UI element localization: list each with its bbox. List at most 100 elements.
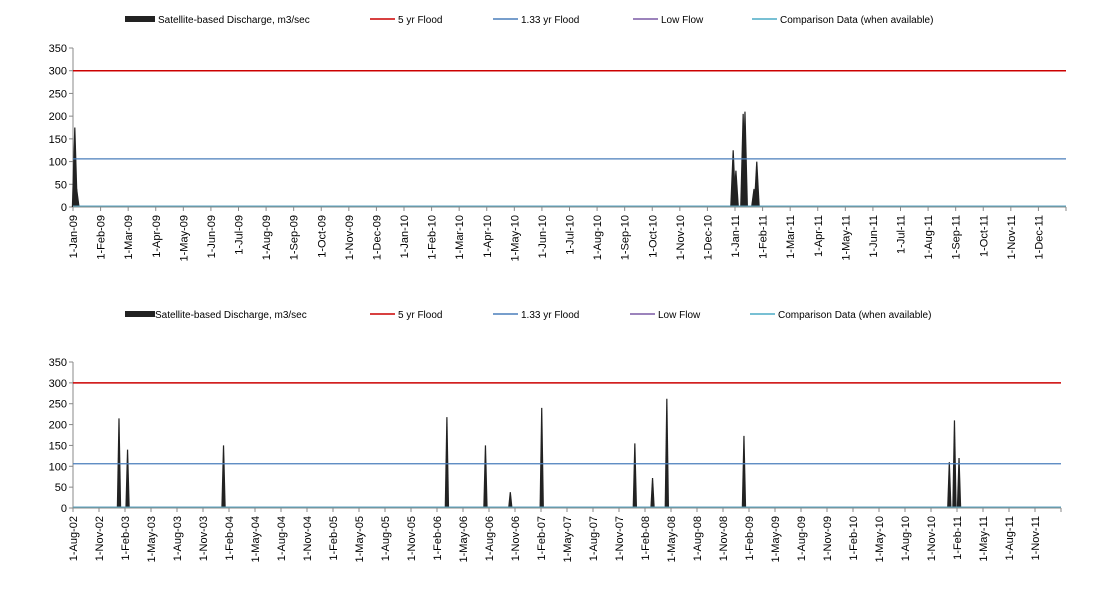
- legend-comparison-label: Comparison Data (when available): [780, 15, 933, 26]
- x-tick-label: 1-Nov-11: [1030, 516, 1042, 560]
- x-tick-label: 1-Feb-11: [758, 215, 770, 259]
- x-tick-label: 1-May-09: [770, 516, 782, 562]
- x-tick-label: 1-Jun-11: [868, 215, 880, 258]
- legend-flood5-label: 5 yr Flood: [398, 310, 442, 321]
- x-tick-label: 1-Aug-09: [261, 215, 273, 260]
- x-tick-label: 1-Sep-11: [951, 215, 963, 259]
- discharge-peak: [741, 435, 747, 508]
- x-tick-label: 1-Apr-10: [482, 215, 494, 258]
- legend-flood133-label: 1.33 yr Flood: [521, 310, 579, 321]
- discharge-peak: [650, 477, 655, 508]
- x-tick-label: 1-May-11: [978, 516, 990, 562]
- x-tick-label: 1-Jan-10: [399, 215, 411, 258]
- x-tick-label: 1-Mar-10: [454, 215, 466, 260]
- discharge-peak: [956, 457, 962, 508]
- y-tick-label: 250: [49, 88, 67, 100]
- discharge-peak: [732, 170, 739, 207]
- x-tick-label: 1-Sep-09: [289, 215, 301, 260]
- y-tick-label: 300: [49, 66, 67, 78]
- x-tick-label: 1-Nov-09: [822, 516, 834, 561]
- x-tick-label: 1-Aug-05: [380, 516, 392, 561]
- discharge-peak: [483, 445, 488, 508]
- x-tick-label: 1-Feb-10: [427, 215, 439, 260]
- y-tick-label: 350: [49, 43, 67, 55]
- x-tick-label: 1-May-05: [354, 516, 366, 562]
- x-tick-label: 1-Oct-11: [978, 215, 990, 257]
- x-tick-label: 1-Aug-04: [276, 516, 288, 561]
- x-tick-label: 1-Aug-09: [796, 516, 808, 561]
- x-tick-label: 1-Feb-07: [536, 516, 548, 561]
- x-tick-label: 1-Nov-02: [94, 516, 106, 561]
- x-tick-label: 1-Feb-10: [848, 516, 860, 561]
- x-tick-label: 1-Dec-10: [702, 215, 714, 260]
- discharge-peak: [508, 492, 513, 508]
- x-tick-label: 1-Aug-10: [592, 215, 604, 260]
- discharge-peak: [947, 462, 952, 508]
- x-tick-label: 1-Feb-09: [96, 215, 108, 260]
- x-tick-label: 1-Jan-11: [730, 215, 742, 258]
- y-tick-label: 200: [49, 111, 67, 123]
- legend-discharge-swatch: [125, 311, 155, 317]
- y-tick-label: 200: [49, 420, 67, 432]
- y-tick-label: 150: [49, 440, 67, 452]
- plot-area-bottom: 0 50 100 150 200 250 300 350 1-Aug-02 1-Nov-02 1-F…: [49, 357, 1062, 562]
- x-tick-label: 1-Nov-03: [198, 516, 210, 561]
- legend-comparison-label: Comparison Data (when available): [778, 310, 931, 321]
- x-tick-label: 1-Nov-07: [614, 516, 626, 561]
- legend-discharge-swatch: [125, 16, 155, 22]
- y-tick-label: 50: [55, 482, 67, 494]
- x-tick-label: 1-Jul-09: [234, 215, 246, 255]
- x-tick-label: 1-Nov-04: [302, 516, 314, 561]
- x-tick-label: 1-May-03: [146, 516, 158, 562]
- x-tick-label: 1-Jun-10: [537, 215, 549, 258]
- y-tick-label: 300: [49, 378, 67, 390]
- x-tick-label: 1-Aug-03: [172, 516, 184, 561]
- x-tick-label: 1-Mar-09: [123, 215, 135, 260]
- x-tick-label: 1-Dec-11: [1033, 215, 1045, 259]
- x-tick-label: 1-Aug-08: [692, 516, 704, 561]
- legend-flood133-label: 1.33 yr Flood: [521, 15, 579, 26]
- discharge-peak: [664, 398, 670, 508]
- discharge-peak: [753, 161, 760, 207]
- x-tick-label: 1-Jun-09: [206, 215, 218, 258]
- y-tick-label: 0: [61, 202, 67, 214]
- legend-discharge-label: Satellite-based Discharge, m3/sec: [155, 310, 307, 321]
- x-tick-label: 1-Nov-05: [406, 516, 418, 561]
- x-tick-label: 1-Feb-06: [432, 516, 444, 561]
- x-tick-label: 1-Sep-10: [620, 215, 632, 260]
- y-tick-label: 0: [61, 503, 67, 515]
- x-tick-label: 1-Feb-08: [640, 516, 652, 561]
- discharge-peak: [71, 127, 78, 207]
- x-tick-label: 1-May-09: [178, 215, 190, 261]
- x-tick-label: 1-Nov-09: [344, 215, 356, 260]
- plot-area-top: 0 50 100 150 200 250 300 350 1-Jan-09 1-Feb-09 1-M…: [49, 43, 1067, 261]
- x-tick-label: 1-May-10: [874, 516, 886, 562]
- y-tick-label: 100: [49, 157, 67, 169]
- x-tick-label: 1-Jan-09: [68, 215, 80, 258]
- chart-bottom: Satellite-based Discharge, m3/sec 5 yr F…: [49, 310, 1062, 562]
- y-tick-label: 350: [49, 357, 67, 369]
- x-tick-label: 1-Mar-11: [785, 215, 797, 259]
- discharge-peak: [221, 445, 226, 508]
- x-tick-label: 1-Apr-11: [813, 215, 825, 257]
- x-tick-label: 1-Jul-11: [896, 215, 908, 254]
- x-tick-label: 1-May-08: [666, 516, 678, 562]
- x-tick-label: 1-Aug-11: [923, 215, 935, 259]
- x-tick-label: 1-Apr-09: [151, 215, 163, 258]
- x-tick-label: 1-Feb-04: [224, 516, 236, 561]
- x-tick-label: 1-Dec-09: [371, 215, 383, 260]
- x-tick-label: 1-Feb-03: [120, 516, 132, 561]
- x-tick-label: 1-May-07: [562, 516, 574, 562]
- x-tick-label: 1-Aug-10: [900, 516, 912, 561]
- x-tick-label: 1-Nov-10: [926, 516, 938, 561]
- y-tick-label: 150: [49, 134, 67, 146]
- x-tick-label: 1-May-06: [458, 516, 470, 562]
- legend-flood5-label: 5 yr Flood: [398, 15, 442, 26]
- y-tick-label: 50: [55, 179, 67, 191]
- x-tick-label: 1-Oct-10: [647, 215, 659, 258]
- x-tick-label: 1-May-04: [250, 516, 262, 562]
- legend-discharge-label: Satellite-based Discharge, m3/sec: [158, 15, 310, 26]
- legend-lowflow-label: Low Flow: [658, 310, 701, 321]
- chart-top: Satellite-based Discharge, m3/sec 5 yr F…: [49, 15, 1067, 261]
- x-tick-label: 1-Aug-07: [588, 516, 600, 561]
